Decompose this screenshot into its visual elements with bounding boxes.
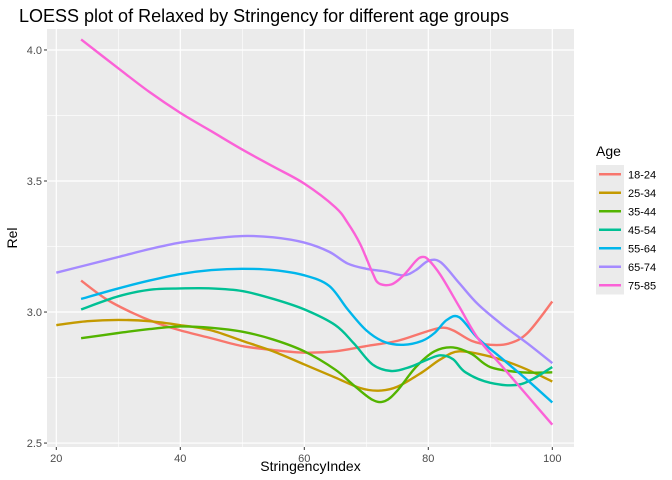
legend: Age 18-24 25-34 35-44 45-54 55-64 65-74 75-85 [596, 143, 656, 295]
y-tick-label: 3.0 [27, 307, 42, 319]
y-axis: 2.5 3.0 3.5 4.0 [27, 45, 47, 450]
legend-label: 45-54 [628, 225, 656, 237]
legend-label: 35-44 [628, 206, 656, 218]
legend-label: 65-74 [628, 262, 656, 274]
series-line-25-34 [56, 318, 553, 392]
series-line-65-74 [56, 234, 554, 365]
x-tick-label: 20 [50, 453, 62, 465]
series-lines [56, 38, 554, 426]
series-line-35-44 [80, 325, 553, 404]
chart-title: LOESS plot of Relaxed by Stringency for … [19, 6, 509, 26]
y-tick-label: 4.0 [27, 45, 42, 57]
legend-label: 18-24 [628, 169, 656, 181]
minor-gridlines [47, 29, 574, 447]
x-tick-label: 100 [543, 453, 561, 465]
x-axis: 20 40 60 80 100 [50, 447, 561, 465]
series-line-75-85 [80, 38, 554, 426]
x-tick-label: 60 [298, 453, 310, 465]
series-line-45-54 [80, 286, 553, 387]
legend-label: 75-85 [628, 280, 656, 292]
y-tick-label: 2.5 [27, 438, 42, 450]
x-tick-label: 80 [422, 453, 434, 465]
legend-label: 25-34 [628, 188, 656, 200]
x-tick-label: 40 [174, 453, 186, 465]
legend-label: 55-64 [628, 243, 656, 255]
legend-title: Age [596, 143, 621, 159]
x-axis-title: StringencyIndex [260, 458, 360, 474]
legend-items: 18-24 25-34 35-44 45-54 55-64 65-74 75-85 [596, 165, 656, 295]
y-tick-label: 3.5 [27, 176, 42, 188]
series-line-55-64 [80, 267, 554, 404]
plot-area [47, 29, 574, 447]
y-axis-title: Rel [4, 227, 20, 248]
